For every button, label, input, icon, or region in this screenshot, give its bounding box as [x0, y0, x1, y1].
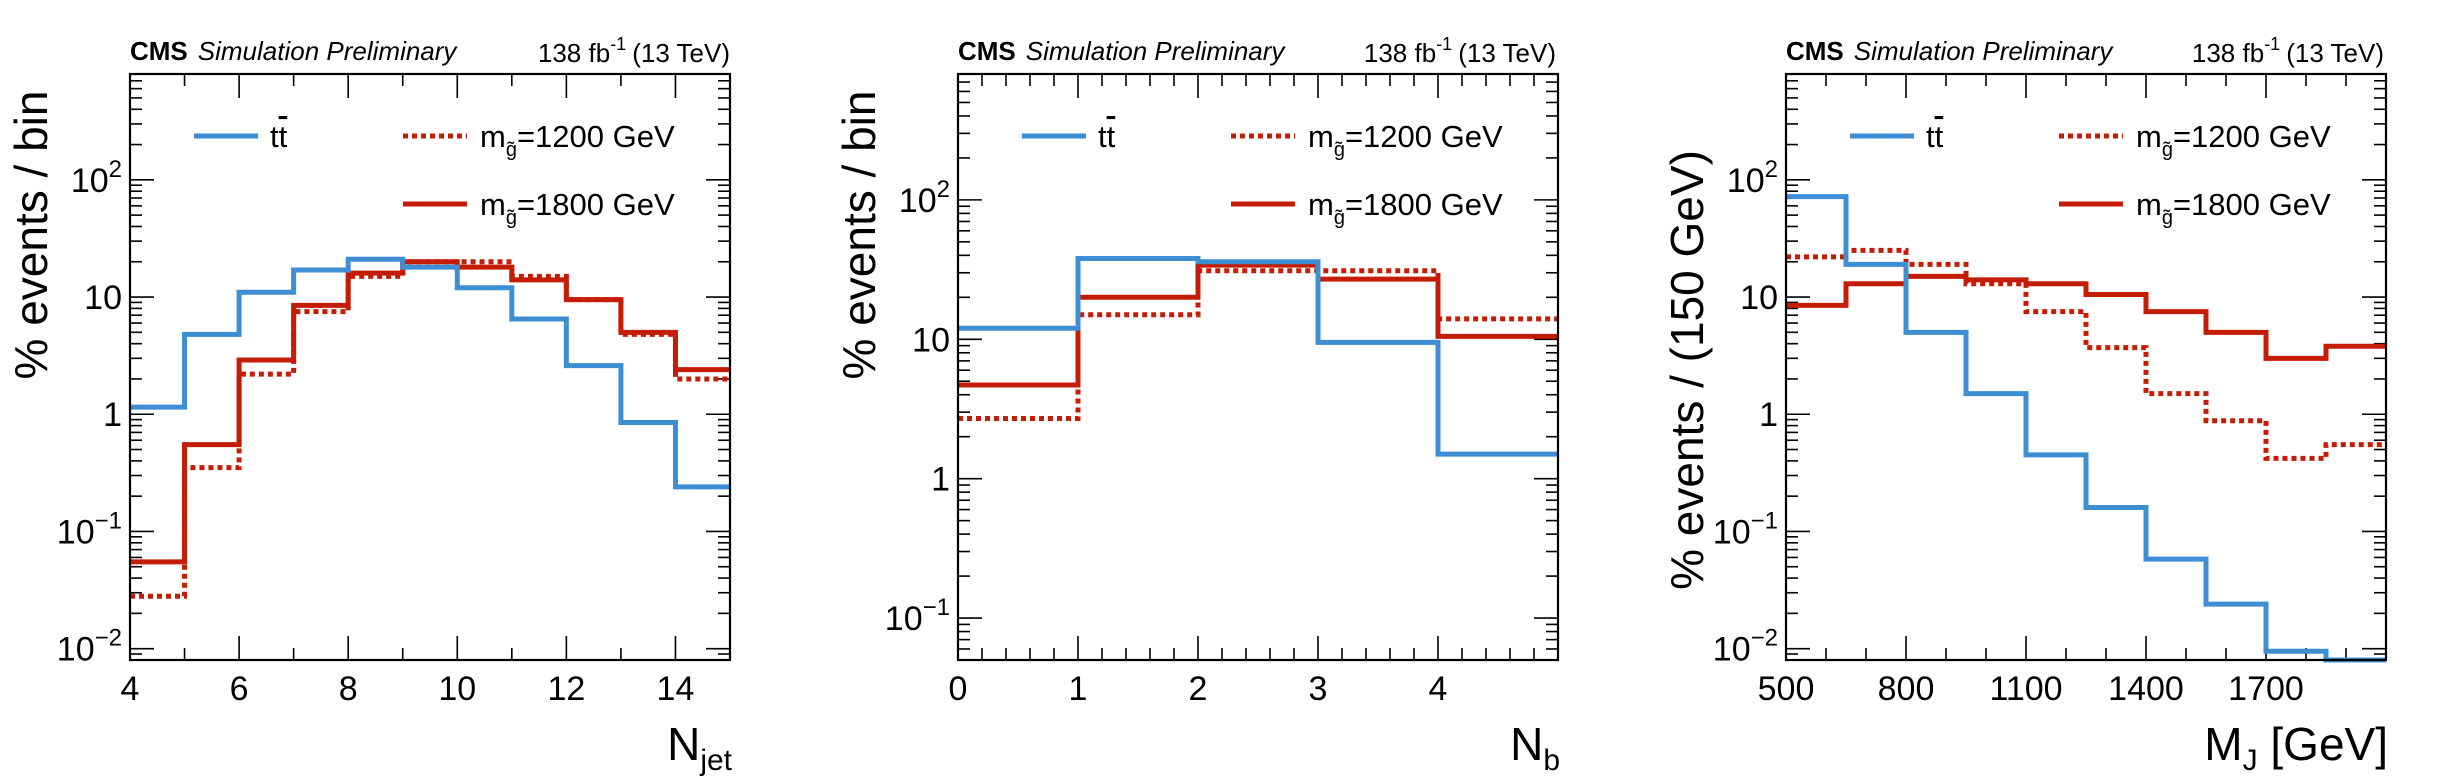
ytick-label: 102 [899, 176, 950, 220]
series-m1200-njet [130, 259, 730, 599]
xtick-label: 500 [1758, 670, 1815, 708]
xtick-label: 14 [657, 670, 695, 708]
ytick-label: 102 [1727, 156, 1778, 200]
cms-label: CMS [1786, 36, 1844, 66]
header-nb: CMS Simulation Preliminary [958, 36, 1286, 66]
frame-nb [956, 72, 1560, 662]
xtick-label: 4 [121, 670, 140, 708]
xtick-label: 2 [1189, 670, 1208, 708]
frame-mj [1784, 72, 2388, 662]
ytick-label: 10 [1740, 279, 1778, 317]
lumi-label-mj: 138 fb-1 (13 TeV) [2192, 34, 2384, 68]
xtick-label: 4 [1429, 670, 1448, 708]
ticks-njet [129, 73, 731, 661]
ytick-label: 1 [931, 461, 950, 499]
legend-label-m1800: mg̃=1800 GeV [1308, 187, 1503, 229]
lumi-label-njet: 138 fb-1 (13 TeV) [538, 34, 730, 68]
ytick-label: 1 [103, 396, 122, 434]
xlabel-njet: Njet [667, 718, 733, 777]
legend-label-m1200: mg̃=1200 GeV [480, 119, 675, 161]
series-njet [130, 256, 730, 599]
cms-label: CMS [958, 36, 1016, 66]
header-mj: CMS Simulation Preliminary [1786, 36, 2114, 66]
legend-nb: tt mg̃=1200 GeV mg̃=1800 GeV [1022, 119, 1503, 229]
ytick-label: 10−1 [57, 507, 122, 551]
series-ttbar-njet [130, 256, 730, 490]
series-m1800-njet [130, 259, 730, 565]
series-mj [1786, 194, 2386, 663]
status-label: Simulation Preliminary [1026, 36, 1287, 66]
xtick-label: 0 [949, 670, 968, 708]
legend-label-m1200: mg̃=1200 GeV [2136, 119, 2331, 161]
legend-label-ttbar: tt [1926, 119, 1944, 154]
cms-label: CMS [130, 36, 188, 66]
status-label: Simulation Preliminary [198, 36, 459, 66]
xtick-label: 1100 [1989, 670, 2062, 708]
xtick-label: 1700 [2228, 670, 2304, 708]
panel-njet: CMS Simulation Preliminary 138 fb-1 (13 Te… [5, 34, 733, 777]
series-m1800-nb [958, 262, 1558, 388]
series-m1200-nb [958, 268, 1558, 422]
ylabel-mj: % events / (150 GeV) [1661, 150, 1713, 590]
ytick-label: 10−1 [1713, 507, 1778, 551]
legend-label-ttbar: tt [270, 119, 288, 154]
xtick-label: 12 [547, 670, 585, 708]
ticks-mj [1785, 73, 2387, 661]
ytick-label: 1 [1759, 396, 1778, 434]
ticklabels-njet: 4 6 8 10 12 14 10−2 10−1 1 10 102 [57, 156, 695, 708]
legend-label-ttbar: tt [1098, 119, 1116, 154]
xlabel-nb: Nb [1510, 718, 1560, 777]
series-nb [958, 255, 1558, 457]
legend-njet: tt mg̃=1200 GeV mg̃=1800 GeV [194, 119, 675, 229]
series-m1200-mj [1786, 247, 2386, 461]
legend-label-m1200: mg̃=1200 GeV [1308, 119, 1503, 161]
ytick-label: 102 [71, 156, 122, 200]
xtick-label: 1 [1069, 670, 1088, 708]
xtick-label: 1400 [2108, 670, 2184, 708]
xtick-label: 800 [1878, 670, 1935, 708]
status-label: Simulation Preliminary [1854, 36, 2115, 66]
xtick-label: 10 [438, 670, 476, 708]
ylabel-nb: % events / bin [833, 91, 885, 380]
lumi-label-nb: 138 fb-1 (13 TeV) [1364, 34, 1556, 68]
legend-label-m1800: mg̃=1800 GeV [480, 187, 675, 229]
panel-mj: CMS Simulation Preliminary 138 fb-1 (13 Te… [1661, 34, 2388, 777]
ytick-label: 10−2 [1713, 625, 1778, 669]
frame-njet [128, 72, 732, 662]
xtick-label: 3 [1309, 670, 1328, 708]
ticks-nb [957, 73, 1559, 661]
ytick-label: 10 [912, 321, 950, 359]
xlabel-mj: MJ [GeV] [2204, 718, 2388, 777]
panel-nb: CMS Simulation Preliminary 138 fb-1 (13 Te… [833, 34, 1560, 777]
legend-label-m1800: mg̃=1800 GeV [2136, 187, 2331, 229]
ylabel-njet: % events / bin [5, 91, 57, 380]
xtick-label: 6 [230, 670, 249, 708]
ytick-label: 10−2 [57, 625, 122, 669]
ytick-label: 10 [84, 279, 122, 317]
legend-mj: tt mg̃=1200 GeV mg̃=1800 GeV [1850, 119, 2331, 229]
ticklabels-nb: 0 1 2 3 4 10−1 1 10 102 [885, 176, 1448, 708]
ticklabels-mj: 500 800 1100 1400 1700 10−2 10−1 1 10 102 [1713, 156, 2304, 708]
ytick-label: 10−1 [885, 594, 950, 638]
series-ttbar-nb [958, 255, 1558, 457]
series-ttbar-mj [1786, 194, 2386, 663]
header-njet: CMS Simulation Preliminary [130, 36, 458, 66]
xtick-label: 8 [339, 670, 358, 708]
